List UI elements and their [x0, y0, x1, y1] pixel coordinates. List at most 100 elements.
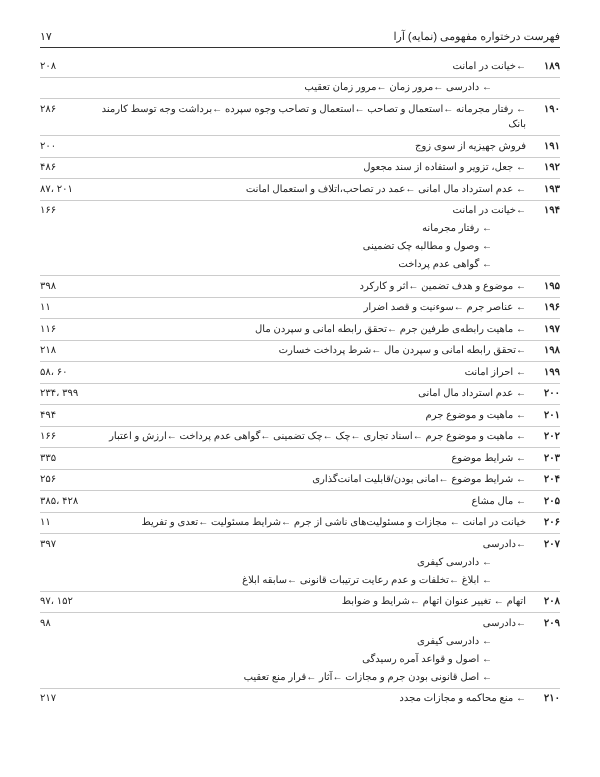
index-subrow: ← رفتار مجرمانه	[40, 219, 560, 237]
entry-text: ←دادرسی	[85, 537, 532, 553]
index-subrow: ← ابلاغ ←تخلفات و عدم رعایت ترتیبات قانو…	[40, 570, 560, 592]
entry-text: ← دادرسی ←مرور زمان ←مرور زمان تعقیب	[85, 80, 532, 96]
entry-page-ref: ۲۱۸	[40, 343, 85, 359]
entry-text: ← وصول و مطالبه چک تضمینی	[85, 239, 532, 255]
entry-text: ← احراز امانت	[85, 365, 532, 381]
entry-page-ref: ۱۱	[40, 515, 85, 531]
entry-page-ref: ۲۸۶	[40, 102, 85, 118]
entry-text: ← مال مشاع	[85, 494, 532, 510]
entry-number: ۲۰۴	[532, 472, 560, 488]
index-row: ۱۹۷← ماهیت رابطه‌ی طرفین جرم ←تحقق رابطه…	[40, 319, 560, 341]
entry-text: ← دادرسی کیفری	[85, 634, 532, 650]
entry-number: ۲۰۱	[532, 408, 560, 424]
entry-text: ← ابلاغ ←تخلفات و عدم رعایت ترتیبات قانو…	[85, 573, 532, 589]
entry-page-ref: ۲۳۴، ۳۹۹	[40, 386, 85, 402]
entry-number: ۲۰۶	[532, 515, 560, 531]
entry-number: ۱۹۱	[532, 139, 560, 155]
entry-number: ۲۰۰	[532, 386, 560, 402]
index-row: ۲۰۸اتهام ← تغییر عنوان اتهام ←شرایط و ضو…	[40, 592, 560, 614]
index-subrow: ← دادرسی کیفری	[40, 552, 560, 570]
entry-text: ←خیانت در امانت	[85, 203, 532, 219]
entry-text: ←خیانت در امانت	[85, 59, 532, 75]
entry-number: ۱۹۹	[532, 365, 560, 381]
index-row: ۲۰۶خیانت در امانت ← مجازات و مسئولیت‌های…	[40, 513, 560, 535]
index-row: ۱۹۶← عناصر جرم ←سوءنیت و قصد اضرار۱۱	[40, 298, 560, 320]
index-row: ۱۹۴←خیانت در امانت۱۶۶	[40, 201, 560, 219]
entry-number: ۲۰۵	[532, 494, 560, 510]
index-row: ۲۱۰← منع محاکمه و مجازات مجدد۲۱۷	[40, 689, 560, 707]
entry-number: ۱۹۲	[532, 160, 560, 176]
entry-page-ref: ۴۹۴	[40, 408, 85, 424]
entry-number: ۱۹۴	[532, 203, 560, 219]
entry-page-ref: ۳۳۵	[40, 451, 85, 467]
entry-text: ← منع محاکمه و مجازات مجدد	[85, 691, 532, 707]
entry-number: ۲۰۳	[532, 451, 560, 467]
index-row: ۱۹۱فروش جهیزیه از سوی زوج۲۰۰	[40, 136, 560, 158]
header-title: فهرست درختواره مفهومی (نمایه) آرا	[393, 30, 560, 43]
entry-text: ← اصل قانونی بودن جرم و مجازات ←آثار ←قر…	[85, 670, 532, 686]
entry-text: ← ماهیت و موضوع جرم ←اسناد تجاری ←چک ←چک…	[85, 429, 532, 445]
entry-text: ← موضوع و هدف تضمین ←اثر و کارکرد	[85, 279, 532, 295]
entry-text: ← گواهی عدم پرداخت	[85, 257, 532, 273]
entry-page-ref: ۹۷، ۱۵۲	[40, 594, 85, 610]
entry-text: ← عدم استرداد مال امانی	[85, 386, 532, 402]
entry-text: ← جعل، تزویر و استفاده از سند مجعول	[85, 160, 532, 176]
index-row: ۱۸۹←خیانت در امانت۲۰۸	[40, 56, 560, 78]
index-row: ۱۹۹← احراز امانت۵۸، ۶۰	[40, 362, 560, 384]
index-row: ۱۹۲← جعل، تزویر و استفاده از سند مجعول۴۸…	[40, 158, 560, 180]
entry-number: ۱۹۸	[532, 343, 560, 359]
entry-number: ۲۰۹	[532, 616, 560, 632]
entry-page-ref: ۱۱۶	[40, 322, 85, 338]
index-subrow: ← گواهی عدم پرداخت	[40, 255, 560, 277]
entry-text: ← شرایط موضوع ←امانی بودن/قابلیت امانت‌گ…	[85, 472, 532, 488]
entry-page-ref: ۲۰۰	[40, 139, 85, 155]
entry-page-ref: ۱۱	[40, 300, 85, 316]
entry-text: ← رفتار مجرمانه ←استعمال و تصاحب ←استعما…	[85, 102, 532, 133]
entry-number: ۱۹۳	[532, 182, 560, 198]
entry-number: ۱۹۰	[532, 102, 560, 118]
header-page-number: ۱۷	[40, 30, 52, 43]
index-row: ۲۰۳← شرایط موضوع۳۳۵	[40, 448, 560, 470]
index-subrow: ← اصل قانونی بودن جرم و مجازات ←آثار ←قر…	[40, 667, 560, 689]
entry-text: ← شرایط موضوع	[85, 451, 532, 467]
index-row: ۲۰۰← عدم استرداد مال امانی۲۳۴، ۳۹۹	[40, 384, 560, 406]
entry-text: ← عدم استرداد مال امانی ←عمد در تصاحب،ات…	[85, 182, 532, 198]
index-row: ۱۹۵← موضوع و هدف تضمین ←اثر و کارکرد۳۹۸	[40, 276, 560, 298]
entry-text: فروش جهیزیه از سوی زوج	[85, 139, 532, 155]
index-list: ۱۸۹←خیانت در امانت۲۰۸← دادرسی ←مرور زمان…	[40, 56, 560, 707]
entry-text: ←دادرسی	[85, 616, 532, 632]
entry-number: ۲۱۰	[532, 691, 560, 707]
entry-number: ۲۰۷	[532, 537, 560, 553]
index-row: ۲۰۴← شرایط موضوع ←امانی بودن/قابلیت امان…	[40, 470, 560, 492]
entry-page-ref: ۳۹۷	[40, 537, 85, 553]
index-row: ۲۰۷←دادرسی۳۹۷	[40, 534, 560, 552]
entry-number: ۱۹۶	[532, 300, 560, 316]
entry-page-ref: ۴۸۶	[40, 160, 85, 176]
entry-text: ← ماهیت و موضوع جرم	[85, 408, 532, 424]
page-header: فهرست درختواره مفهومی (نمایه) آرا ۱۷	[40, 30, 560, 48]
entry-page-ref: ۱۶۶	[40, 203, 85, 219]
entry-page-ref: ۵۸، ۶۰	[40, 365, 85, 381]
entry-text: ←تحقق رابطه امانی و سپردن مال ←شرط پرداخ…	[85, 343, 532, 359]
index-subrow: ← اصول و قواعد آمره رسیدگی	[40, 649, 560, 667]
entry-page-ref: ۲۰۸	[40, 59, 85, 75]
entry-text: ← دادرسی کیفری	[85, 555, 532, 571]
entry-page-ref: ۸۷، ۲۰۱	[40, 182, 85, 198]
index-row: ۲۰۹←دادرسی۹۸	[40, 613, 560, 631]
entry-number: ۱۸۹	[532, 59, 560, 75]
index-row: ۱۹۸←تحقق رابطه امانی و سپردن مال ←شرط پر…	[40, 341, 560, 363]
index-row: ۱۹۰← رفتار مجرمانه ←استعمال و تصاحب ←است…	[40, 99, 560, 136]
entry-text: اتهام ← تغییر عنوان اتهام ←شرایط و ضوابط	[85, 594, 532, 610]
entry-number: ۲۰۲	[532, 429, 560, 445]
entry-page-ref: ۹۸	[40, 616, 85, 632]
entry-page-ref: ۳۸۵، ۴۲۸	[40, 494, 85, 510]
entry-text: ← عناصر جرم ←سوءنیت و قصد اضرار	[85, 300, 532, 316]
index-row: ۱۹۳← عدم استرداد مال امانی ←عمد در تصاحب…	[40, 179, 560, 201]
entry-number: ۱۹۵	[532, 279, 560, 295]
entry-page-ref: ۱۶۶	[40, 429, 85, 445]
index-row: ۲۰۱← ماهیت و موضوع جرم۴۹۴	[40, 405, 560, 427]
entry-page-ref: ۲۵۶	[40, 472, 85, 488]
index-subrow: ← وصول و مطالبه چک تضمینی	[40, 237, 560, 255]
entry-text: خیانت در امانت ← مجازات و مسئولیت‌های نا…	[85, 515, 532, 531]
index-subrow: ← دادرسی کیفری	[40, 631, 560, 649]
